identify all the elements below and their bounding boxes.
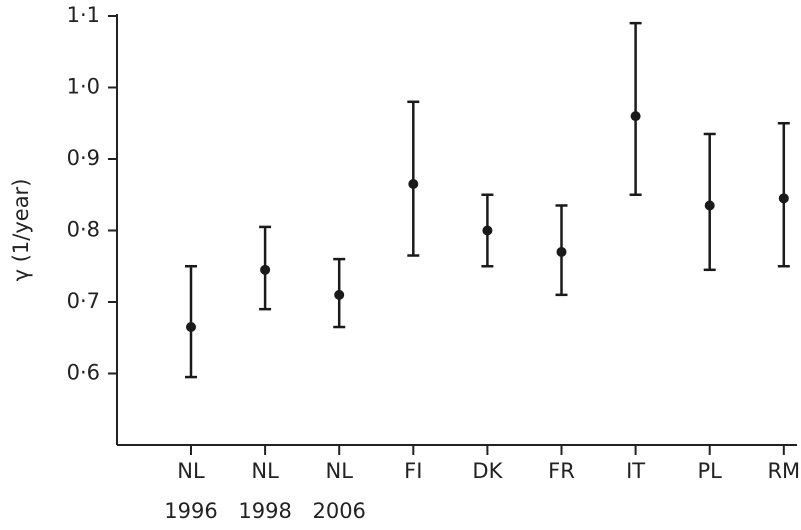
x-tick-label: DK xyxy=(472,459,503,483)
point xyxy=(334,289,345,300)
x-tick-label: RM xyxy=(767,459,800,483)
y-tick-label: 1·0 xyxy=(67,75,100,99)
point xyxy=(704,200,715,211)
x-tick-sublabel: 1998 xyxy=(238,499,291,523)
x-tick-label: PL xyxy=(698,459,723,483)
point xyxy=(482,225,493,236)
x-tick-label: NL xyxy=(177,459,205,483)
y-tick-label: 0·9 xyxy=(67,146,100,170)
y-tick-label: 0·7 xyxy=(67,289,100,313)
point xyxy=(260,264,271,275)
x-tick-sublabel: 2006 xyxy=(312,499,365,523)
x-tick-label: FR xyxy=(548,459,575,483)
y-tick-label: 0·8 xyxy=(67,218,100,242)
point xyxy=(778,193,789,204)
x-tick-label: IT xyxy=(626,459,645,483)
point xyxy=(408,179,419,190)
y-tick-label: 1·1 xyxy=(67,3,100,27)
y-axis-label: γ (1/year) xyxy=(9,179,33,282)
x-tick-label: NL xyxy=(251,459,279,483)
y-tick-label: 0·6 xyxy=(67,361,100,385)
x-tick-label: FI xyxy=(404,459,422,483)
point xyxy=(186,322,196,333)
x-tick-label: NL xyxy=(325,459,353,483)
x-tick-sublabel: 1996 xyxy=(164,499,217,523)
point xyxy=(556,246,567,257)
point xyxy=(630,111,641,122)
